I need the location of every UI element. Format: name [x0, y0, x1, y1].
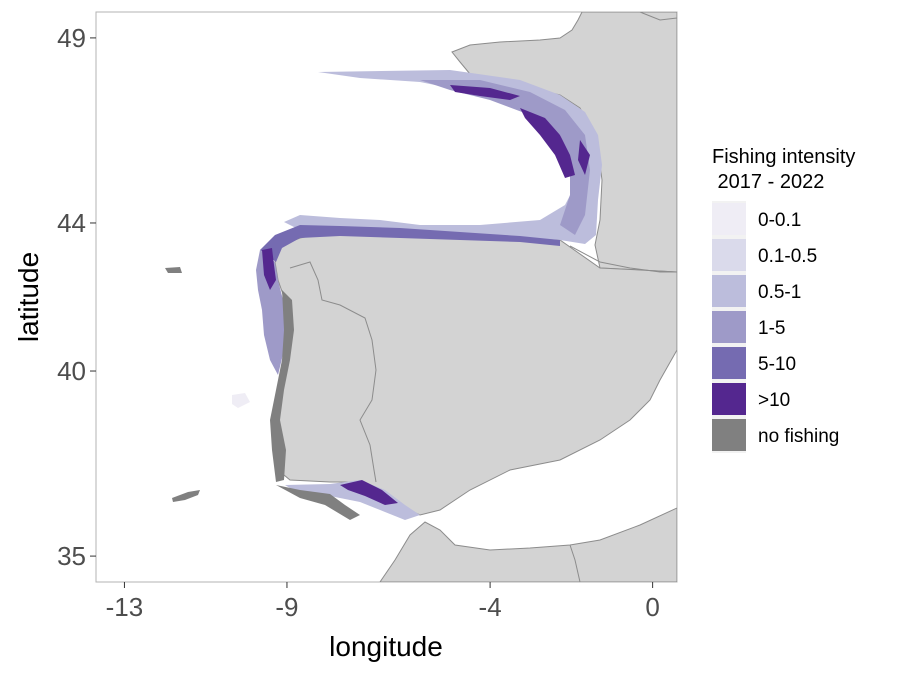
legend-swatch	[712, 347, 746, 379]
legend-label: 0.5-1	[758, 282, 801, 303]
legend-title-line1: Fishing intensity	[712, 146, 855, 168]
legend: Fishing intensity 2017 - 2022 0-0.1 0.1-0…	[712, 146, 855, 453]
legend-swatch	[712, 203, 746, 235]
y-axis-title: latitude	[13, 252, 44, 342]
border-france-spain	[569, 245, 677, 273]
fishing-zone-cadiz-light	[285, 480, 420, 520]
x-axis: -13 -9 -4 0	[106, 582, 660, 622]
y-axis: 49 44 40 35	[57, 23, 96, 571]
x-tick-label: -13	[106, 592, 144, 622]
legend-swatch	[712, 383, 746, 415]
x-axis-title: longitude	[329, 631, 443, 662]
fishing-zone-cadiz-high	[340, 480, 398, 505]
map-content	[165, 12, 677, 582]
legend-label: 0-0.1	[758, 210, 801, 231]
no-fishing-portugal	[270, 290, 294, 482]
legend-label: >10	[758, 390, 790, 411]
fishing-zone-biscay-high	[450, 85, 590, 178]
border-morocco-algeria	[569, 544, 581, 582]
fishing-zone-galicia-high	[262, 248, 276, 290]
legend-swatch	[712, 311, 746, 343]
no-fishing-cadiz	[276, 485, 360, 520]
legend-label: no fishing	[758, 426, 839, 447]
border-spain-portugal	[289, 261, 377, 483]
legend-swatch	[712, 239, 746, 271]
no-fishing-offshore-2	[172, 490, 200, 502]
x-tick-label: -9	[275, 592, 298, 622]
y-tick-label: 40	[57, 356, 86, 386]
legend-title-line2: 2017 - 2022	[712, 171, 824, 193]
legend-label: 5-10	[758, 354, 796, 375]
y-tick-label: 49	[57, 23, 86, 53]
y-tick-label: 35	[57, 541, 86, 571]
fishing-zone-north-spain	[260, 225, 560, 262]
legend-label: 0.1-0.5	[758, 246, 817, 267]
land-north-africa	[379, 507, 677, 582]
no-fishing-offshore-1	[165, 267, 182, 273]
legend-label: 1-5	[758, 318, 785, 339]
fishing-zone-portugal-west	[256, 250, 286, 375]
legend-swatch	[712, 419, 746, 451]
fishing-zone-biscay-mid	[420, 80, 590, 235]
legend-swatch	[712, 275, 746, 307]
land-uk-tip	[639, 12, 677, 21]
x-tick-label: 0	[645, 592, 659, 622]
x-tick-label: -4	[479, 592, 502, 622]
no-fishing-offshore-3	[232, 393, 250, 408]
y-tick-label: 44	[57, 208, 86, 238]
